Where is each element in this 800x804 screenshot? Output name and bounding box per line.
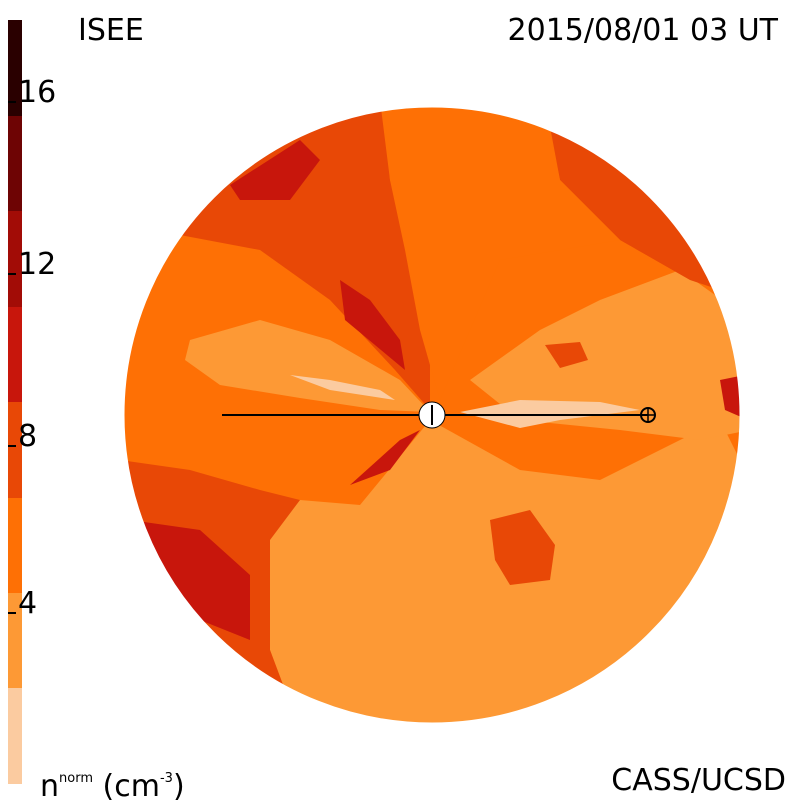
map-boundary	[123, 106, 741, 724]
units-label: nnorm (cm-3)	[40, 769, 185, 804]
colorbar-tick-label: 12	[18, 247, 57, 282]
colorbar-level-12-14	[8, 210, 22, 307]
density-contour-region	[290, 375, 395, 400]
instrument-label: ISEE	[78, 13, 144, 48]
timestamp-label: 2015/08/01 03 UT	[507, 13, 778, 48]
colorbar-tick-label: 4	[18, 586, 38, 621]
colorbar-tick-label: 16	[18, 75, 57, 110]
colorbar-level-6-8	[8, 496, 22, 593]
density-contour-region	[545, 342, 588, 368]
density-contour-region	[720, 375, 740, 420]
density-contour-region	[350, 430, 420, 485]
colorbar-level-14-16	[8, 115, 22, 212]
density-contour-region	[490, 510, 555, 585]
density-contour-region	[230, 140, 320, 200]
credit-label: CASS/UCSD	[611, 763, 786, 798]
colorbar	[8, 20, 22, 784]
density-contour-region	[130, 520, 250, 640]
density-contour-region	[340, 280, 405, 370]
colorbar-level-8-10	[8, 401, 22, 498]
colorbar-tick-label: 8	[18, 419, 38, 454]
density-contour-region	[470, 270, 740, 440]
density-contour-region	[385, 107, 620, 400]
colorbar-level-10-12	[8, 306, 22, 403]
colorbar-level-16-18	[8, 20, 22, 116]
colorbar-level-0-2	[8, 687, 22, 784]
density-contour-region	[230, 420, 740, 723]
colorbar-level-2-6	[8, 592, 22, 689]
